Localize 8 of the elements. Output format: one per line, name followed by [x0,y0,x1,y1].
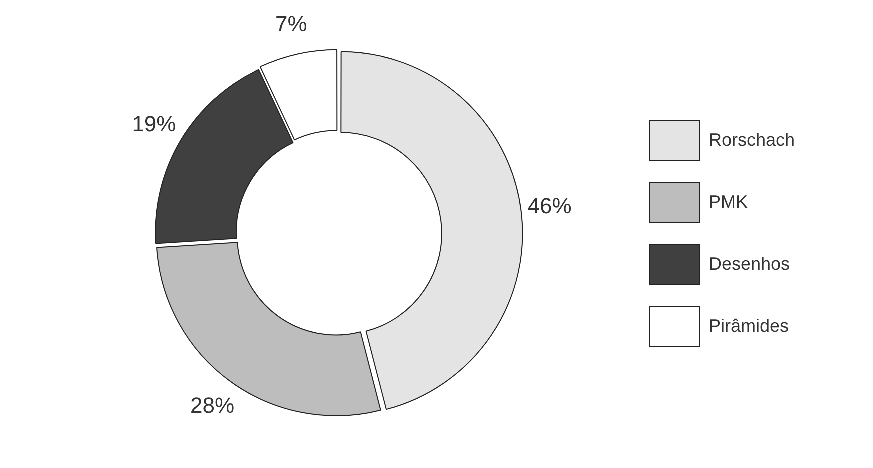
legend-label: PMK [708,192,748,212]
data-label: 7% [276,12,308,37]
data-label: 19% [132,111,176,136]
legend-label: Desenhos [708,254,790,274]
data-label: 46% [528,193,572,218]
data-label: 28% [190,392,235,418]
legend-label: Rorschach [708,130,796,150]
legend-label: Pirâmides [708,316,789,336]
